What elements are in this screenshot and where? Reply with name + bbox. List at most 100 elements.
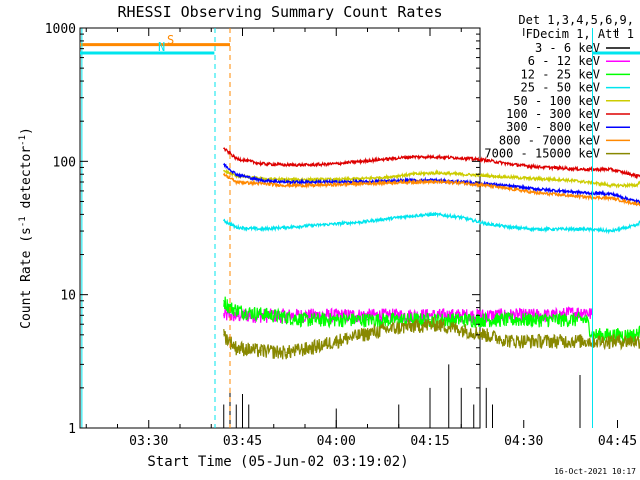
x-axis-ticks: 03:30 03:45 04:00 04:15 04:30 04:45 [85,28,637,449]
data-point [635,334,637,336]
data-point [560,228,562,230]
data-point [610,184,612,186]
data-point [223,170,225,172]
legend-header-line1: Det 1,3,4,5,6,9, [518,13,634,27]
data-point [235,226,237,228]
data-point [335,319,337,321]
legend-header-line2: FDecim 1, Att 1 [526,27,634,41]
plot-area: 03:30 03:45 04:00 04:15 04:30 04:45 1 10 100 100… [45,22,640,449]
data-point [310,181,312,183]
data-point [385,328,387,330]
y-axis-ticks: 1 10 100 1000 [45,22,480,437]
series-line [223,162,640,206]
data-point [335,223,337,225]
data-point [535,228,537,230]
data-point [460,314,462,316]
data-point [560,190,562,192]
data-point [485,184,487,186]
data-point [535,188,537,190]
data-point [335,181,337,183]
data-point [585,228,587,230]
data-point [335,183,337,186]
legend-label: 800 - 7000 keV [499,133,600,147]
data-point [560,194,562,196]
data-point [285,184,287,186]
data-point [460,328,462,330]
data-point [241,310,244,312]
data-point [510,188,512,190]
data-point [360,160,362,162]
data-point [554,319,556,321]
y-axis-label: Count Rate (s-1 detector-1) [18,127,34,329]
data-point [235,173,237,175]
x-tick-label: 04:00 [317,434,356,449]
x-tick-label: 04:15 [410,434,449,449]
data-point [585,192,587,194]
data-point [460,173,462,175]
data-point [610,230,612,232]
data-point [491,319,494,321]
y-axis-label-mid: detector [19,146,34,217]
data-point [610,168,612,170]
data-point [510,226,512,228]
data-point [460,216,462,218]
series-800-7000-kev [223,171,640,207]
series-line [223,211,640,235]
data-point [560,167,562,169]
data-point [235,157,237,160]
y-tick-label: 1 [68,422,76,437]
data-point [610,340,612,342]
data-point [485,334,487,336]
series-line [223,171,640,207]
data-point [310,164,312,166]
y-axis-label-main: Count Rate (s [19,227,34,329]
data-point [635,340,637,342]
data-point [385,180,387,182]
data-point [585,310,587,312]
data-point [260,350,262,352]
legend-label: 12 - 25 keV [521,67,600,81]
data-point [485,175,487,177]
data-point [635,184,637,186]
data-point [460,182,462,184]
data-point [398,314,400,316]
series-12-25-kev [223,296,640,344]
y-axis-label-sup1: -1 [18,216,28,227]
x-tick-label: 03:30 [129,434,168,449]
data-point [610,197,612,199]
legend-label: 100 - 300 keV [506,107,600,121]
saa-label: S [167,33,174,47]
data-point [223,173,225,175]
data-point [485,159,487,161]
series-layer [223,147,640,428]
night-label: N [158,40,165,54]
legend-label: 3 - 6 keV [535,41,600,55]
data-point [385,218,387,220]
data-point [429,319,431,321]
data-point [535,192,537,194]
data-point [360,178,362,180]
series-line [223,147,640,180]
data-point [585,319,587,321]
data-point [360,183,362,185]
data-point [491,314,494,316]
data-point [285,181,287,183]
data-point [223,300,225,302]
data-point [335,340,337,342]
data-point [535,340,537,342]
y-tick-label: 100 [53,155,76,170]
data-point [410,325,412,327]
data-point [435,181,437,183]
data-point [360,221,362,223]
legend-label: 50 - 100 keV [513,94,600,108]
data-point [585,340,587,342]
data-point [535,166,537,168]
y-axis-label-end: ) [19,127,34,135]
data-point [273,314,275,316]
data-point [585,168,587,170]
data-point [223,219,225,222]
data-point [598,334,600,336]
data-point [560,178,562,181]
data-point [435,179,437,181]
x-tick-label: 04:30 [504,434,543,449]
